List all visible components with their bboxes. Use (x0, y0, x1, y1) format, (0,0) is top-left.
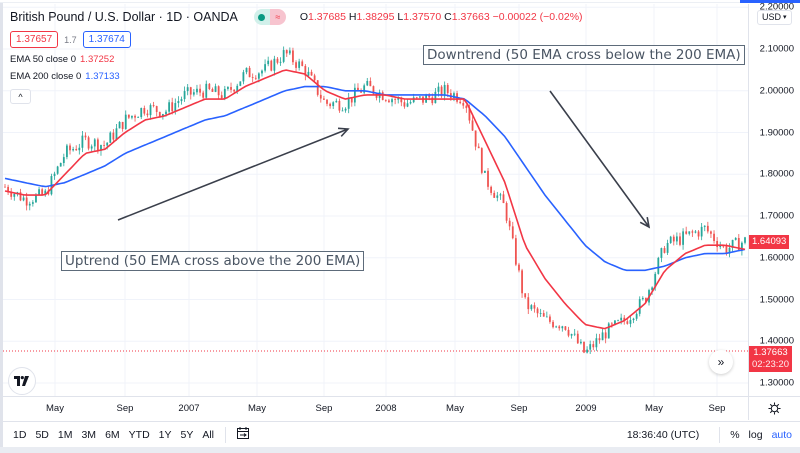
range-1d[interactable]: 1D (13, 428, 27, 441)
range-all[interactable]: All (202, 428, 215, 441)
price-tick: 1.30000 (759, 377, 794, 389)
time-axis[interactable]: May Sep 2007 May Sep 2008 May Sep 2009 May Sep (3, 396, 748, 420)
spread-value: 1.7 (64, 34, 77, 45)
go-to-date-button[interactable] (236, 426, 250, 443)
ema200-line (4, 85, 746, 272)
scroll-to-realtime-button[interactable]: » (709, 350, 733, 374)
range-5y[interactable]: 5Y (180, 428, 194, 441)
percent-scale-toggle[interactable]: % (730, 429, 740, 441)
range-6m[interactable]: 6M (105, 428, 120, 441)
price-tick: 1.80000 (759, 168, 794, 180)
chevron-down-icon: ▾ (783, 14, 787, 21)
toolbar-divider (719, 427, 721, 443)
market-open-icon (253, 9, 270, 25)
downtrend-annotation[interactable]: Downtrend (50 EMA cross below the 200 EM… (423, 45, 745, 65)
tv-logo-icon (14, 376, 29, 386)
time-tick: May (248, 403, 266, 414)
price-chart[interactable] (3, 4, 748, 396)
uptrend-annotation[interactable]: Uptrend (50 EMA cross above the 200 EMA) (61, 251, 365, 271)
price-tick: 1.40000 (759, 335, 794, 347)
range-1y[interactable]: 1Y (158, 428, 172, 441)
time-tick: 2007 (178, 403, 200, 414)
time-tick: 2009 (575, 403, 597, 414)
price-tick: 2.20000 (759, 1, 794, 13)
time-tick: Sep (315, 403, 333, 414)
time-tick: Sep (708, 403, 726, 414)
symbol-title[interactable]: British Pound / U.S. Dollar · 1D · OANDA (10, 10, 238, 24)
collapse-legend-button[interactable]: ^ (10, 89, 31, 104)
time-tick: May (446, 403, 464, 414)
current-price-label: 1.37663 02:23:20 (749, 346, 792, 372)
ema50-line (4, 69, 746, 330)
time-tick: May (645, 403, 663, 414)
ohlc-values: O1.37685 H1.38295 L1.37570 C1.37663 −0.0… (299, 11, 583, 23)
ema50-legend[interactable]: EMA 50 close 0 1.37252 (10, 54, 583, 65)
ema200-label: EMA 200 close 0 (10, 71, 82, 82)
sell-price-button[interactable]: 1.37657 (10, 31, 59, 48)
last-visible-price-label: 1.64093 (749, 235, 790, 249)
ema200-value: 1.37133 (85, 71, 120, 82)
bottom-edge (0, 447, 800, 453)
utc-clock[interactable]: 18:36:40 (UTC) (626, 429, 700, 441)
chart-pane[interactable] (3, 4, 748, 396)
price-tick: 1.90000 (759, 127, 794, 138)
double-chevron-right-icon: » (717, 355, 725, 369)
time-tick: 2008 (375, 403, 397, 414)
currency-select[interactable]: USD ▾ (757, 10, 792, 25)
auto-scale-toggle[interactable]: auto (771, 429, 792, 441)
ema50-value: 1.37252 (80, 54, 115, 65)
time-tick: May (46, 403, 64, 414)
price-axis[interactable]: 2.20000 2.10000 2.00000 1.90000 1.80000 1.700… (748, 1, 800, 396)
time-tick: Sep (116, 403, 134, 414)
top-strip (0, 0, 800, 3)
ema200-legend[interactable]: EMA 200 close 0 1.37133 (10, 71, 583, 82)
calendar-goto-icon (237, 427, 250, 439)
left-toolbar-edge (0, 0, 3, 453)
chart-legend: British Pound / U.S. Dollar · 1D · OANDA… (10, 9, 583, 104)
price-tick: 2.10000 (759, 43, 794, 55)
bar-countdown: 02:23:20 (752, 359, 789, 370)
price-tick: 1.70000 (759, 210, 794, 222)
toolbar-divider (225, 426, 227, 443)
approx-icon: ≈ (269, 9, 286, 25)
price-tick: 2.00000 (759, 85, 794, 97)
range-5d[interactable]: 5D (35, 428, 49, 441)
chart-settings-button[interactable] (748, 396, 800, 420)
buy-price-button[interactable]: 1.37674 (82, 31, 131, 48)
chevron-up-icon: ^ (18, 91, 23, 102)
time-tick: Sep (510, 403, 528, 414)
price-tick: 1.50000 (759, 294, 794, 305)
tradingview-logo[interactable] (8, 367, 36, 395)
top-accent-bar (740, 0, 800, 3)
range-1m[interactable]: 1M (57, 428, 73, 441)
ema50-label: EMA 50 close 0 (10, 54, 77, 65)
gear-icon (768, 402, 781, 415)
price-tick: 1.60000 (759, 252, 794, 264)
log-scale-toggle[interactable]: log (748, 429, 763, 441)
range-ytd[interactable]: YTD (128, 428, 150, 441)
bottom-toolbar: 1D 5D 1M 3M 6M YTD 1Y 5Y All 18:36:40 (U… (3, 421, 800, 447)
market-status[interactable]: ≈ (253, 9, 286, 25)
range-3m[interactable]: 3M (81, 428, 97, 441)
